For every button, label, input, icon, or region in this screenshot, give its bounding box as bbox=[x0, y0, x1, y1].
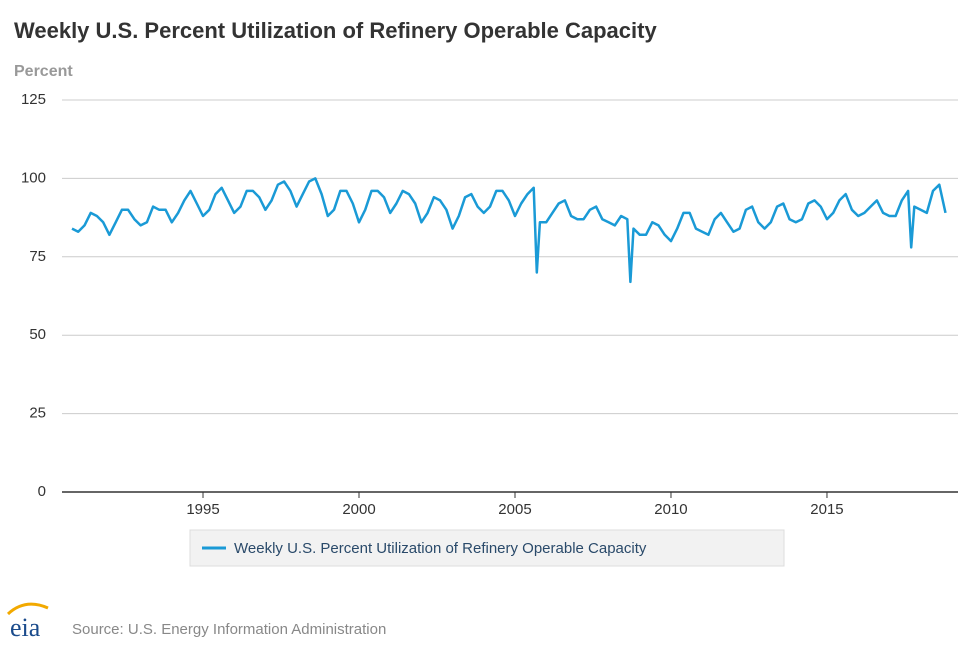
y-tick-label: 75 bbox=[29, 248, 46, 265]
y-axis-label: Percent bbox=[14, 63, 73, 80]
x-tick-label: 2005 bbox=[498, 501, 531, 518]
y-tick-label: 125 bbox=[21, 91, 46, 108]
x-tick-label: 1995 bbox=[186, 501, 219, 518]
x-tick-label: 2015 bbox=[810, 501, 843, 518]
y-tick-label: 0 bbox=[38, 483, 46, 500]
data-line bbox=[71, 177, 947, 284]
x-tick-label: 2010 bbox=[654, 501, 687, 518]
legend-box bbox=[189, 529, 785, 567]
y-tick-label: 100 bbox=[21, 169, 46, 186]
legend-label: Weekly U.S. Percent Utilization of Refin… bbox=[234, 540, 647, 557]
x-tick-label: 2000 bbox=[342, 501, 375, 518]
logo-swoosh bbox=[6, 602, 49, 616]
y-tick-label: 50 bbox=[29, 326, 46, 343]
source: Source: U.S. Energy Information Administ… bbox=[72, 621, 386, 638]
logo: eia bbox=[10, 613, 41, 642]
chart-title: Weekly U.S. Percent Utilization of Refin… bbox=[14, 18, 657, 43]
y-tick-label: 25 bbox=[29, 405, 46, 422]
